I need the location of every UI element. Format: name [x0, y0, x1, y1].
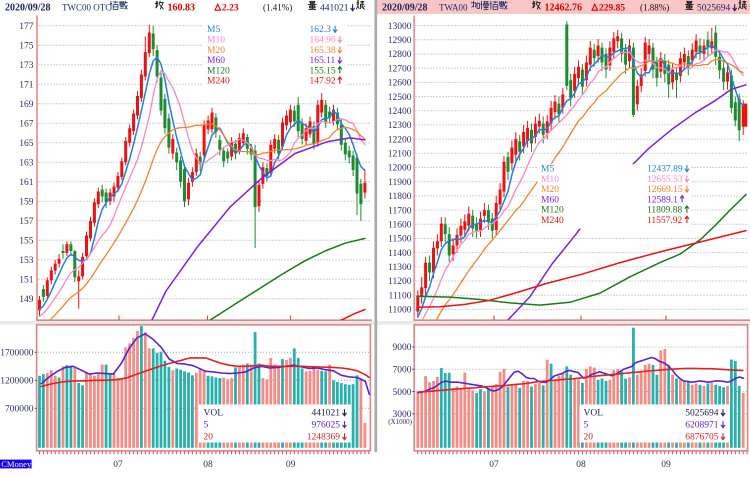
svg-text:147.92: 147.92	[310, 77, 336, 87]
svg-text:M10: M10	[207, 36, 225, 46]
svg-text:12900: 12900	[388, 36, 412, 46]
svg-text:12400: 12400	[388, 107, 412, 117]
svg-text:163: 163	[19, 159, 34, 169]
svg-text:171: 171	[19, 81, 34, 91]
svg-text:700000: 700000	[5, 405, 34, 415]
svg-text:11600: 11600	[388, 221, 412, 231]
svg-text:20: 20	[584, 433, 594, 443]
svg-text:173: 173	[19, 61, 34, 71]
svg-text:441021: 441021	[312, 409, 341, 419]
svg-text:3000: 3000	[393, 410, 412, 420]
svg-text:6208971: 6208971	[685, 421, 719, 431]
svg-text:1248369: 1248369	[307, 433, 341, 443]
svg-text:12600: 12600	[388, 79, 412, 89]
svg-text:TWC00 OTC: TWC00 OTC	[62, 3, 111, 13]
svg-text:1700000: 1700000	[0, 349, 34, 359]
svg-text:159: 159	[19, 198, 34, 208]
svg-text:161: 161	[19, 178, 34, 188]
svg-text:(1.88%): (1.88%)	[640, 3, 669, 13]
svg-text:157: 157	[19, 217, 34, 227]
svg-text:M120: M120	[207, 66, 230, 76]
svg-text:11100: 11100	[388, 291, 411, 301]
svg-text:153: 153	[19, 256, 34, 266]
svg-text:M120: M120	[541, 206, 564, 216]
svg-text:11200: 11200	[388, 277, 412, 287]
svg-text:2.23: 2.23	[222, 4, 239, 14]
svg-text:149: 149	[19, 295, 34, 305]
svg-text:07: 07	[113, 460, 123, 470]
svg-text:2020/09/28: 2020/09/28	[382, 3, 428, 14]
svg-text:1200000: 1200000	[0, 377, 34, 387]
svg-text:11900: 11900	[388, 178, 412, 188]
svg-text:M240: M240	[207, 77, 230, 87]
svg-text:VOL: VOL	[584, 409, 604, 419]
svg-text:11300: 11300	[388, 263, 412, 273]
svg-text:155: 155	[19, 237, 34, 247]
svg-text:177: 177	[19, 22, 34, 32]
svg-text:08: 08	[576, 460, 586, 470]
svg-text:5025694: 5025694	[697, 4, 731, 14]
svg-text:151: 151	[19, 276, 34, 286]
svg-text:12589.1: 12589.1	[647, 195, 678, 205]
svg-text:M5: M5	[207, 25, 220, 35]
svg-text:5: 5	[204, 421, 209, 431]
svg-text:11557.92: 11557.92	[647, 216, 683, 226]
svg-text:(1.41%): (1.41%)	[263, 3, 292, 13]
svg-text:09: 09	[286, 460, 296, 470]
svg-text:12462.76: 12462.76	[545, 3, 583, 14]
svg-text:VOL: VOL	[204, 409, 224, 419]
svg-text:CMoney: CMoney	[1, 459, 32, 469]
svg-text:12200: 12200	[388, 135, 412, 145]
svg-text:11800: 11800	[388, 192, 412, 202]
svg-text:5: 5	[584, 421, 589, 431]
svg-text:12000: 12000	[388, 164, 412, 174]
svg-text:08: 08	[203, 460, 213, 470]
svg-text:167: 167	[19, 120, 34, 130]
svg-text:20: 20	[204, 433, 214, 443]
svg-text:5000: 5000	[393, 388, 412, 398]
svg-text:M60: M60	[541, 195, 559, 205]
svg-text:12655.53: 12655.53	[647, 175, 683, 185]
svg-text:175: 175	[19, 42, 34, 52]
svg-text:11700: 11700	[388, 206, 412, 216]
svg-text:12800: 12800	[388, 50, 412, 60]
svg-text:11400: 11400	[388, 249, 412, 259]
svg-text:169: 169	[19, 100, 34, 110]
svg-text:13000: 13000	[388, 22, 412, 32]
svg-text:9000: 9000	[393, 343, 412, 353]
svg-text:11809.88: 11809.88	[647, 206, 683, 216]
svg-text:165: 165	[19, 139, 34, 149]
svg-text:12437.89: 12437.89	[647, 165, 683, 175]
svg-text:7000: 7000	[393, 366, 412, 376]
svg-text:11000: 11000	[388, 306, 412, 316]
svg-text:5025694: 5025694	[685, 409, 719, 419]
svg-text:155.15: 155.15	[310, 66, 336, 76]
svg-text:6876705: 6876705	[685, 433, 719, 443]
svg-text:229.85: 229.85	[599, 4, 625, 14]
svg-text:12300: 12300	[388, 121, 412, 131]
svg-text:12100: 12100	[388, 150, 412, 160]
svg-text:164.96: 164.96	[310, 36, 336, 46]
svg-text:12669.15: 12669.15	[647, 185, 683, 195]
svg-text:165.38: 165.38	[310, 46, 336, 56]
svg-text:M20: M20	[541, 185, 559, 195]
svg-text:12500: 12500	[388, 93, 412, 103]
svg-text:09: 09	[661, 460, 671, 470]
svg-text:M20: M20	[207, 46, 225, 56]
svg-text:160.83: 160.83	[168, 3, 196, 14]
svg-text:TWA00: TWA00	[439, 3, 468, 13]
svg-text:M240: M240	[541, 216, 564, 226]
svg-text:976025: 976025	[312, 421, 341, 431]
svg-text:12700: 12700	[388, 64, 412, 74]
svg-text:M60: M60	[207, 56, 225, 66]
svg-text:07: 07	[489, 460, 499, 470]
svg-text:165.11: 165.11	[310, 56, 336, 66]
svg-text:M10: M10	[541, 175, 559, 185]
svg-text:441021: 441021	[320, 4, 349, 14]
svg-text:2020/09/28: 2020/09/28	[5, 3, 51, 14]
svg-text:11500: 11500	[388, 235, 412, 245]
svg-text:162.3: 162.3	[310, 25, 332, 35]
svg-text:M5: M5	[541, 165, 554, 175]
svg-text:(X1000): (X1000)	[388, 418, 412, 426]
